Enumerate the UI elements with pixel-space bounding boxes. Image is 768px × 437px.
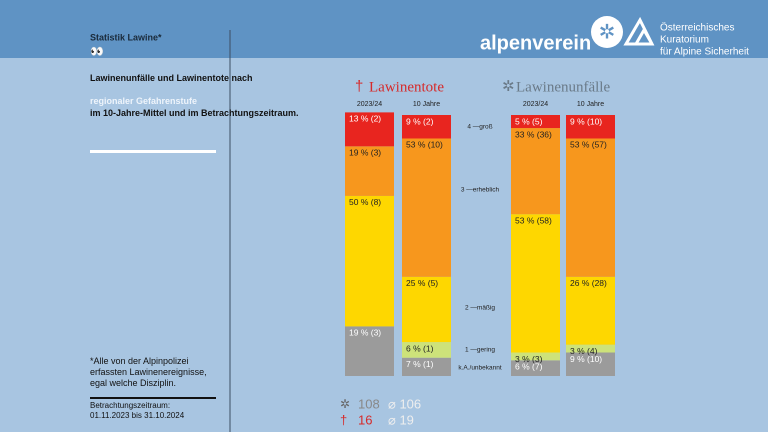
value-label: 53 % (57) (570, 140, 607, 150)
bar-segment (566, 115, 615, 139)
period-label: Betrachtungszeitraum: (90, 401, 170, 410)
bar-segment (402, 138, 451, 277)
bar-segment (402, 115, 451, 139)
bar-segment (345, 112, 394, 147)
deaths-average: ⌀ 19 (388, 412, 414, 427)
logo-alpenverein: alpenverein (480, 32, 591, 54)
bar-segment (402, 276, 451, 343)
value-label: 6 % (1) (406, 343, 434, 353)
legend-label: 4 —groß (467, 124, 492, 131)
legend-label: k.A./unbekannt (458, 365, 502, 372)
value-label: 53 % (10) (406, 140, 443, 150)
bar-segment (345, 146, 394, 196)
value-label: 9 % (10) (570, 116, 602, 126)
header-band (0, 0, 768, 58)
legend-label: 1 —gering (465, 347, 495, 354)
bar-segment (566, 276, 615, 345)
group-icon: † (355, 78, 363, 95)
logo-kuratorium: Österreichisches (660, 22, 734, 34)
period-range: 01.11.2023 bis 31.10.2024 (90, 411, 185, 420)
logo-icon (591, 16, 623, 48)
x-tick-label: 10 Jahre (577, 101, 604, 108)
description-text: im 10-Jahre-Mittel und im Betrachtungsze… (90, 108, 299, 118)
bar-segment (566, 352, 615, 376)
value-label: 5 % (5) (515, 116, 543, 126)
value-label: 25 % (5) (406, 278, 438, 288)
group-title: Lawinentote (369, 79, 444, 95)
bar-segment (511, 360, 560, 376)
value-label: 3 % (3) (515, 354, 543, 364)
bar-segment (402, 357, 451, 376)
bar-segment (511, 214, 560, 353)
group-icon: ✲ (502, 78, 515, 95)
value-label: 50 % (8) (349, 197, 381, 207)
value-label: 26 % (28) (570, 278, 607, 288)
value-label: 9 % (10) (570, 354, 602, 364)
value-label: 9 % (2) (406, 116, 434, 126)
logo-kuratorium: Kuratorium (660, 35, 709, 46)
legend-label: 3 —erheblich (461, 187, 500, 194)
x-tick-label: 10 Jahre (413, 101, 440, 108)
value-label: 3 % (4) (570, 346, 598, 356)
description: Lawinenunfälle und Lawinentote nach regi… (90, 73, 299, 118)
value-label: 33 % (36) (515, 129, 552, 139)
legend-label: 2 —mäßig (465, 305, 495, 312)
logo-kuratorium: für Alpine Sicherheit (660, 47, 749, 58)
deaths-icon: † (340, 412, 347, 427)
chart: † Lawinentote ✲ Lawinenunfälle 2023/24 19 % (… (345, 78, 615, 376)
separator (90, 150, 216, 153)
value-label: 53 % (58) (515, 215, 552, 225)
accidents-total: 108 (358, 396, 380, 411)
logo-icon: ✲ (599, 21, 616, 43)
value-label: 6 % (7) (515, 362, 543, 372)
x-tick-label: 2023/24 (523, 101, 548, 108)
deaths-total: 16 (358, 412, 372, 427)
value-label: 13 % (2) (349, 114, 381, 124)
title: Statistik Lawine* (90, 32, 162, 42)
footnote: *Alle von der Alpinpolizei erfassten Law… (90, 356, 207, 388)
bar-segment (402, 342, 451, 358)
logo-icon (623, 16, 655, 46)
emoji: 👀 (90, 46, 104, 58)
value-label: 19 % (3) (349, 148, 381, 158)
separator (90, 397, 216, 399)
description-text: Lawinenunfälle und Lawinentote nach (90, 73, 253, 83)
bar-segment (345, 195, 394, 327)
bar-segment (511, 352, 560, 361)
description-highlight: regionaler Gefahrenstufe (90, 96, 197, 106)
bar-segment (345, 326, 394, 376)
accidents-average: ⌀ 106 (388, 396, 421, 411)
value-label: 19 % (3) (349, 328, 381, 338)
bar-segment (511, 128, 560, 215)
x-tick-label: 2023/24 (357, 101, 382, 108)
bar-segment (511, 115, 560, 129)
accidents-icon: ✲ (340, 397, 350, 411)
bar-segment (566, 344, 615, 353)
bar-segment (566, 138, 615, 277)
group-title: Lawinenunfälle (516, 79, 610, 95)
footnote-box: *Alle von der Alpinpolizei erfassten Law… (90, 356, 207, 388)
value-label: 7 % (1) (406, 359, 434, 369)
